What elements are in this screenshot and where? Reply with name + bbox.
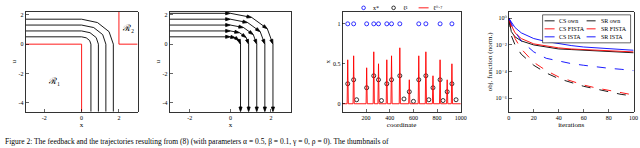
svg-text:2: 2 bbox=[117, 115, 120, 121]
svg-text:2: 2 bbox=[269, 115, 272, 121]
svg-text:0: 0 bbox=[80, 115, 83, 121]
svg-text:coordinate: coordinate bbox=[387, 121, 417, 129]
svg-text:ℛ₁: ℛ₁ bbox=[48, 76, 60, 86]
svg-text:0: 0 bbox=[229, 115, 232, 121]
svg-text:ℛ₂: ℛ₂ bbox=[122, 23, 134, 33]
svg-text:60: 60 bbox=[581, 115, 587, 121]
svg-text:10⁰: 10⁰ bbox=[498, 15, 507, 21]
svg-text:600: 600 bbox=[409, 115, 418, 121]
svg-text:CS ISTA: CS ISTA bbox=[559, 34, 581, 40]
svg-text:40: 40 bbox=[556, 115, 562, 121]
svg-text:ℓ¹: ℓ¹ bbox=[403, 5, 408, 11]
svg-text:0: 0 bbox=[165, 41, 168, 47]
svg-text:x: x bbox=[229, 121, 233, 129]
svg-text:100: 100 bbox=[629, 115, 638, 121]
svg-text:CS own: CS own bbox=[559, 18, 578, 24]
svg-text:SR own: SR own bbox=[601, 18, 620, 24]
svg-text:Figure 2: The feedback and the: Figure 2: The feedback and the trajector… bbox=[5, 137, 389, 146]
svg-text:0: 0 bbox=[21, 41, 24, 47]
svg-text:1: 1 bbox=[337, 21, 340, 27]
svg-text:-4: -4 bbox=[163, 100, 168, 106]
svg-text:u: u bbox=[154, 60, 162, 64]
svg-text:u: u bbox=[10, 60, 18, 64]
svg-text:0.5: 0.5 bbox=[333, 61, 341, 67]
svg-text:1000: 1000 bbox=[455, 115, 467, 121]
svg-text:10⁻⁶: 10⁻⁶ bbox=[496, 95, 507, 101]
svg-text:obj. function (norm.): obj. function (norm.) bbox=[486, 32, 494, 91]
svg-text:x*: x* bbox=[373, 5, 379, 11]
svg-text:80: 80 bbox=[606, 115, 612, 121]
svg-text:2: 2 bbox=[21, 12, 24, 18]
svg-text:ℓ⁰·⁷: ℓ⁰·⁷ bbox=[433, 5, 442, 11]
svg-text:10⁻⁴: 10⁻⁴ bbox=[496, 69, 507, 75]
svg-text:-4: -4 bbox=[19, 100, 24, 106]
svg-text:200: 200 bbox=[362, 115, 371, 121]
svg-text:800: 800 bbox=[433, 115, 442, 121]
svg-text:0: 0 bbox=[507, 115, 510, 121]
svg-text:10⁻²: 10⁻² bbox=[496, 42, 507, 48]
svg-text:0: 0 bbox=[337, 101, 340, 107]
svg-text:-2: -2 bbox=[187, 115, 192, 121]
svg-text:x: x bbox=[80, 121, 84, 129]
svg-text:2: 2 bbox=[165, 12, 168, 18]
svg-text:-2: -2 bbox=[19, 71, 24, 77]
svg-text:400: 400 bbox=[385, 115, 394, 121]
svg-text:SR ISTA: SR ISTA bbox=[601, 34, 623, 40]
svg-text:-2: -2 bbox=[42, 115, 47, 121]
svg-text:CS FISTA: CS FISTA bbox=[559, 26, 585, 32]
svg-text:iterations: iterations bbox=[558, 121, 584, 129]
svg-text:SR FISTA: SR FISTA bbox=[601, 26, 627, 32]
svg-text:-2: -2 bbox=[163, 71, 168, 77]
svg-text:20: 20 bbox=[531, 115, 537, 121]
svg-text:x: x bbox=[324, 60, 332, 64]
